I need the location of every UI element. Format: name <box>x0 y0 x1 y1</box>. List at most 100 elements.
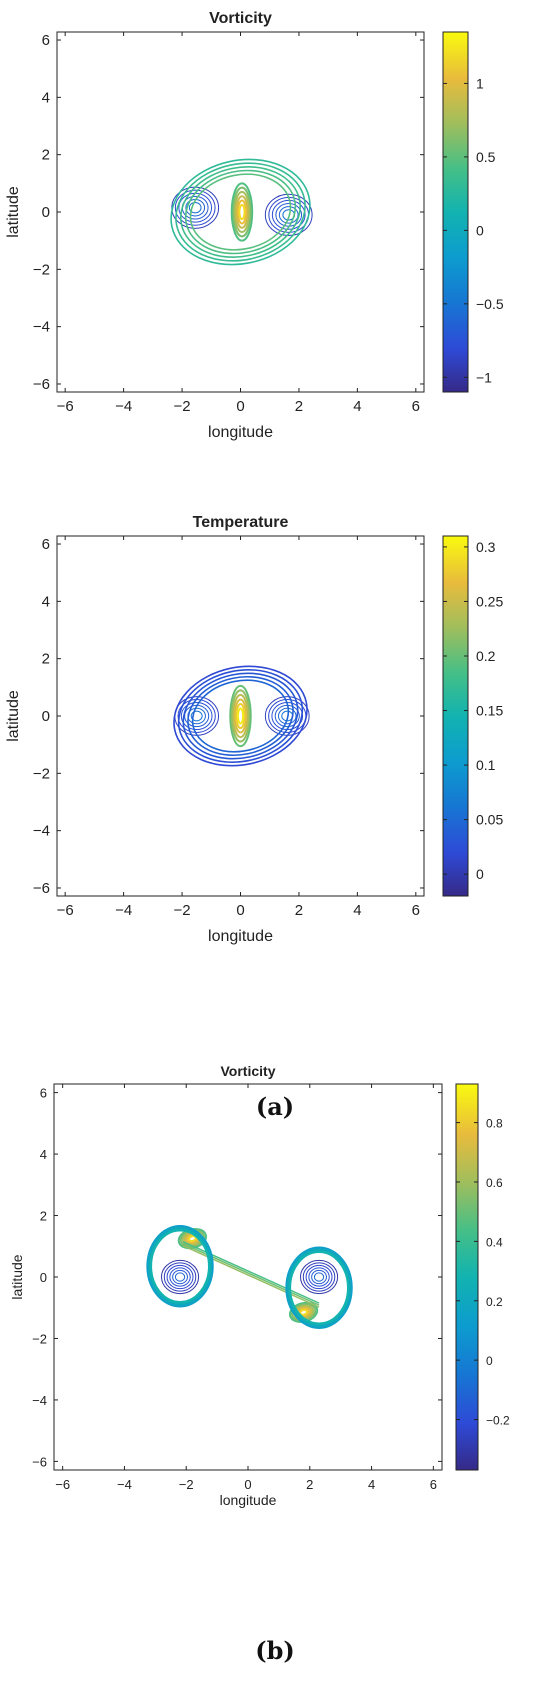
x-tick-label: 0 <box>236 902 244 919</box>
x-tick-label: 4 <box>353 902 361 919</box>
x-tick-label: 2 <box>295 902 303 919</box>
x-tick-label: −4 <box>117 1477 132 1492</box>
contour-lines <box>173 665 310 767</box>
contour-eddy <box>302 1262 336 1292</box>
x-tick-label: 2 <box>295 398 303 415</box>
contour-core <box>233 190 251 234</box>
contour-arc <box>147 1227 213 1306</box>
y-tick-label: −4 <box>33 823 50 840</box>
colorbar-tick-label: 0.3 <box>476 539 496 555</box>
contour-core <box>236 707 245 725</box>
contour-core <box>230 689 251 743</box>
contour-envelope <box>187 675 294 757</box>
contour-eddy <box>278 206 299 224</box>
x-tick-label: 6 <box>430 1477 437 1492</box>
contour-eddy <box>308 1267 330 1287</box>
contour-eddy <box>311 1269 327 1285</box>
contour-envelope <box>179 166 302 258</box>
y-axis-label: latitude <box>5 690 22 742</box>
contour-eddy <box>271 199 306 230</box>
contour-filament <box>182 1242 320 1306</box>
colorbar-tick-label: 0.5 <box>476 149 496 165</box>
x-axis-label: longitude <box>208 928 273 945</box>
colorbar-tick-label: −1 <box>476 369 492 385</box>
caption-a: (a) <box>255 1092 295 1121</box>
y-tick-label: 0 <box>40 1270 47 1285</box>
chart-panel-2: −6 −4 −2 0 2 4 6 −6 −4 −2 0 2 4 6 Temperature longitude… <box>5 514 503 945</box>
y-tick-label: −4 <box>32 1393 47 1408</box>
x-axis-label: longitude <box>220 1492 277 1508</box>
x-axis-label: longitude <box>208 424 273 441</box>
y-axis-label: latitude <box>9 1254 25 1299</box>
x-tick-label: −4 <box>115 398 132 415</box>
contour-envelope <box>177 669 304 763</box>
contour-lines <box>146 1225 353 1329</box>
chart-panel-3: −6 −4 −2 0 2 4 6 −6 −4 −2 0 2 4 6 Vorticity longitude la… <box>9 1063 510 1508</box>
y-tick-label: 6 <box>42 32 50 49</box>
contour-arc <box>288 1250 350 1325</box>
contour-envelope <box>170 158 311 266</box>
contour-core <box>233 698 248 734</box>
y-tick-label: −2 <box>33 765 50 782</box>
contour-eddy <box>169 1267 191 1287</box>
x-tick-label: 4 <box>353 398 361 415</box>
contour-envelope <box>184 169 297 255</box>
y-tick-label: −6 <box>33 880 50 897</box>
contour-eddy <box>166 1264 194 1290</box>
colorbar-tick-label: −0.5 <box>476 296 504 312</box>
chart-title: Vorticity <box>221 1063 276 1079</box>
contour-arc <box>149 1229 211 1304</box>
contour-eddy <box>180 701 213 731</box>
y-tick-label: 4 <box>40 1147 47 1162</box>
contour-eddy <box>174 1272 186 1282</box>
y-tick-label: 6 <box>40 1086 47 1101</box>
y-tick-label: −4 <box>33 319 50 336</box>
y-tick-label: 0 <box>42 708 50 725</box>
plot-area <box>56 535 425 897</box>
colorbar-tick-label: 0.25 <box>476 593 503 609</box>
x-tick-label: 0 <box>244 1477 251 1492</box>
plot-area <box>56 31 425 393</box>
contour-core <box>235 195 249 229</box>
contour-eddy <box>190 710 203 722</box>
contour-eddy <box>305 1264 333 1290</box>
contour-envelope <box>189 173 292 251</box>
contour-arc <box>286 1248 352 1327</box>
colorbar-tick-label: 0.8 <box>486 1117 503 1131</box>
y-tick-label: 2 <box>40 1209 47 1224</box>
x-tick-label: 2 <box>306 1477 313 1492</box>
colorbar-tick-label: 0.1 <box>476 757 496 773</box>
colorbar-tick-label: 1 <box>476 75 484 91</box>
x-tick-label: 4 <box>368 1477 375 1492</box>
plot-area <box>53 1083 443 1471</box>
contour-eddy <box>174 189 216 226</box>
y-tick-label: 2 <box>42 147 50 164</box>
contour-eddy <box>277 707 297 725</box>
contour-eddy <box>161 1259 200 1295</box>
colorbar <box>442 535 469 897</box>
colorbar-tick-label: 0.4 <box>486 1235 503 1249</box>
y-tick-label: 2 <box>42 651 50 668</box>
contour-eddy <box>188 202 202 214</box>
contour-core <box>232 186 252 238</box>
y-tick-label: −2 <box>33 261 50 278</box>
y-tick-label: −6 <box>33 376 50 393</box>
y-tick-label: 0 <box>42 204 50 221</box>
contour-blob <box>299 1308 309 1316</box>
contour-envelope <box>173 665 308 767</box>
contour-core <box>235 702 246 730</box>
colorbar-tick-label: 0.05 <box>476 812 503 828</box>
x-tick-label: −2 <box>174 398 191 415</box>
contour-filament <box>182 1244 320 1308</box>
x-tick-label: −2 <box>179 1477 194 1492</box>
contour-eddy <box>300 1259 339 1295</box>
contour-core <box>238 203 246 221</box>
chart-title: Vorticity <box>209 10 272 27</box>
x-tick-label: −6 <box>57 398 74 415</box>
contour-arc <box>285 1246 353 1329</box>
y-tick-label: −6 <box>32 1454 47 1469</box>
contour-arc <box>146 1225 214 1308</box>
contour-eddy <box>264 193 313 237</box>
colorbar-tick-label: 0.2 <box>486 1295 503 1309</box>
